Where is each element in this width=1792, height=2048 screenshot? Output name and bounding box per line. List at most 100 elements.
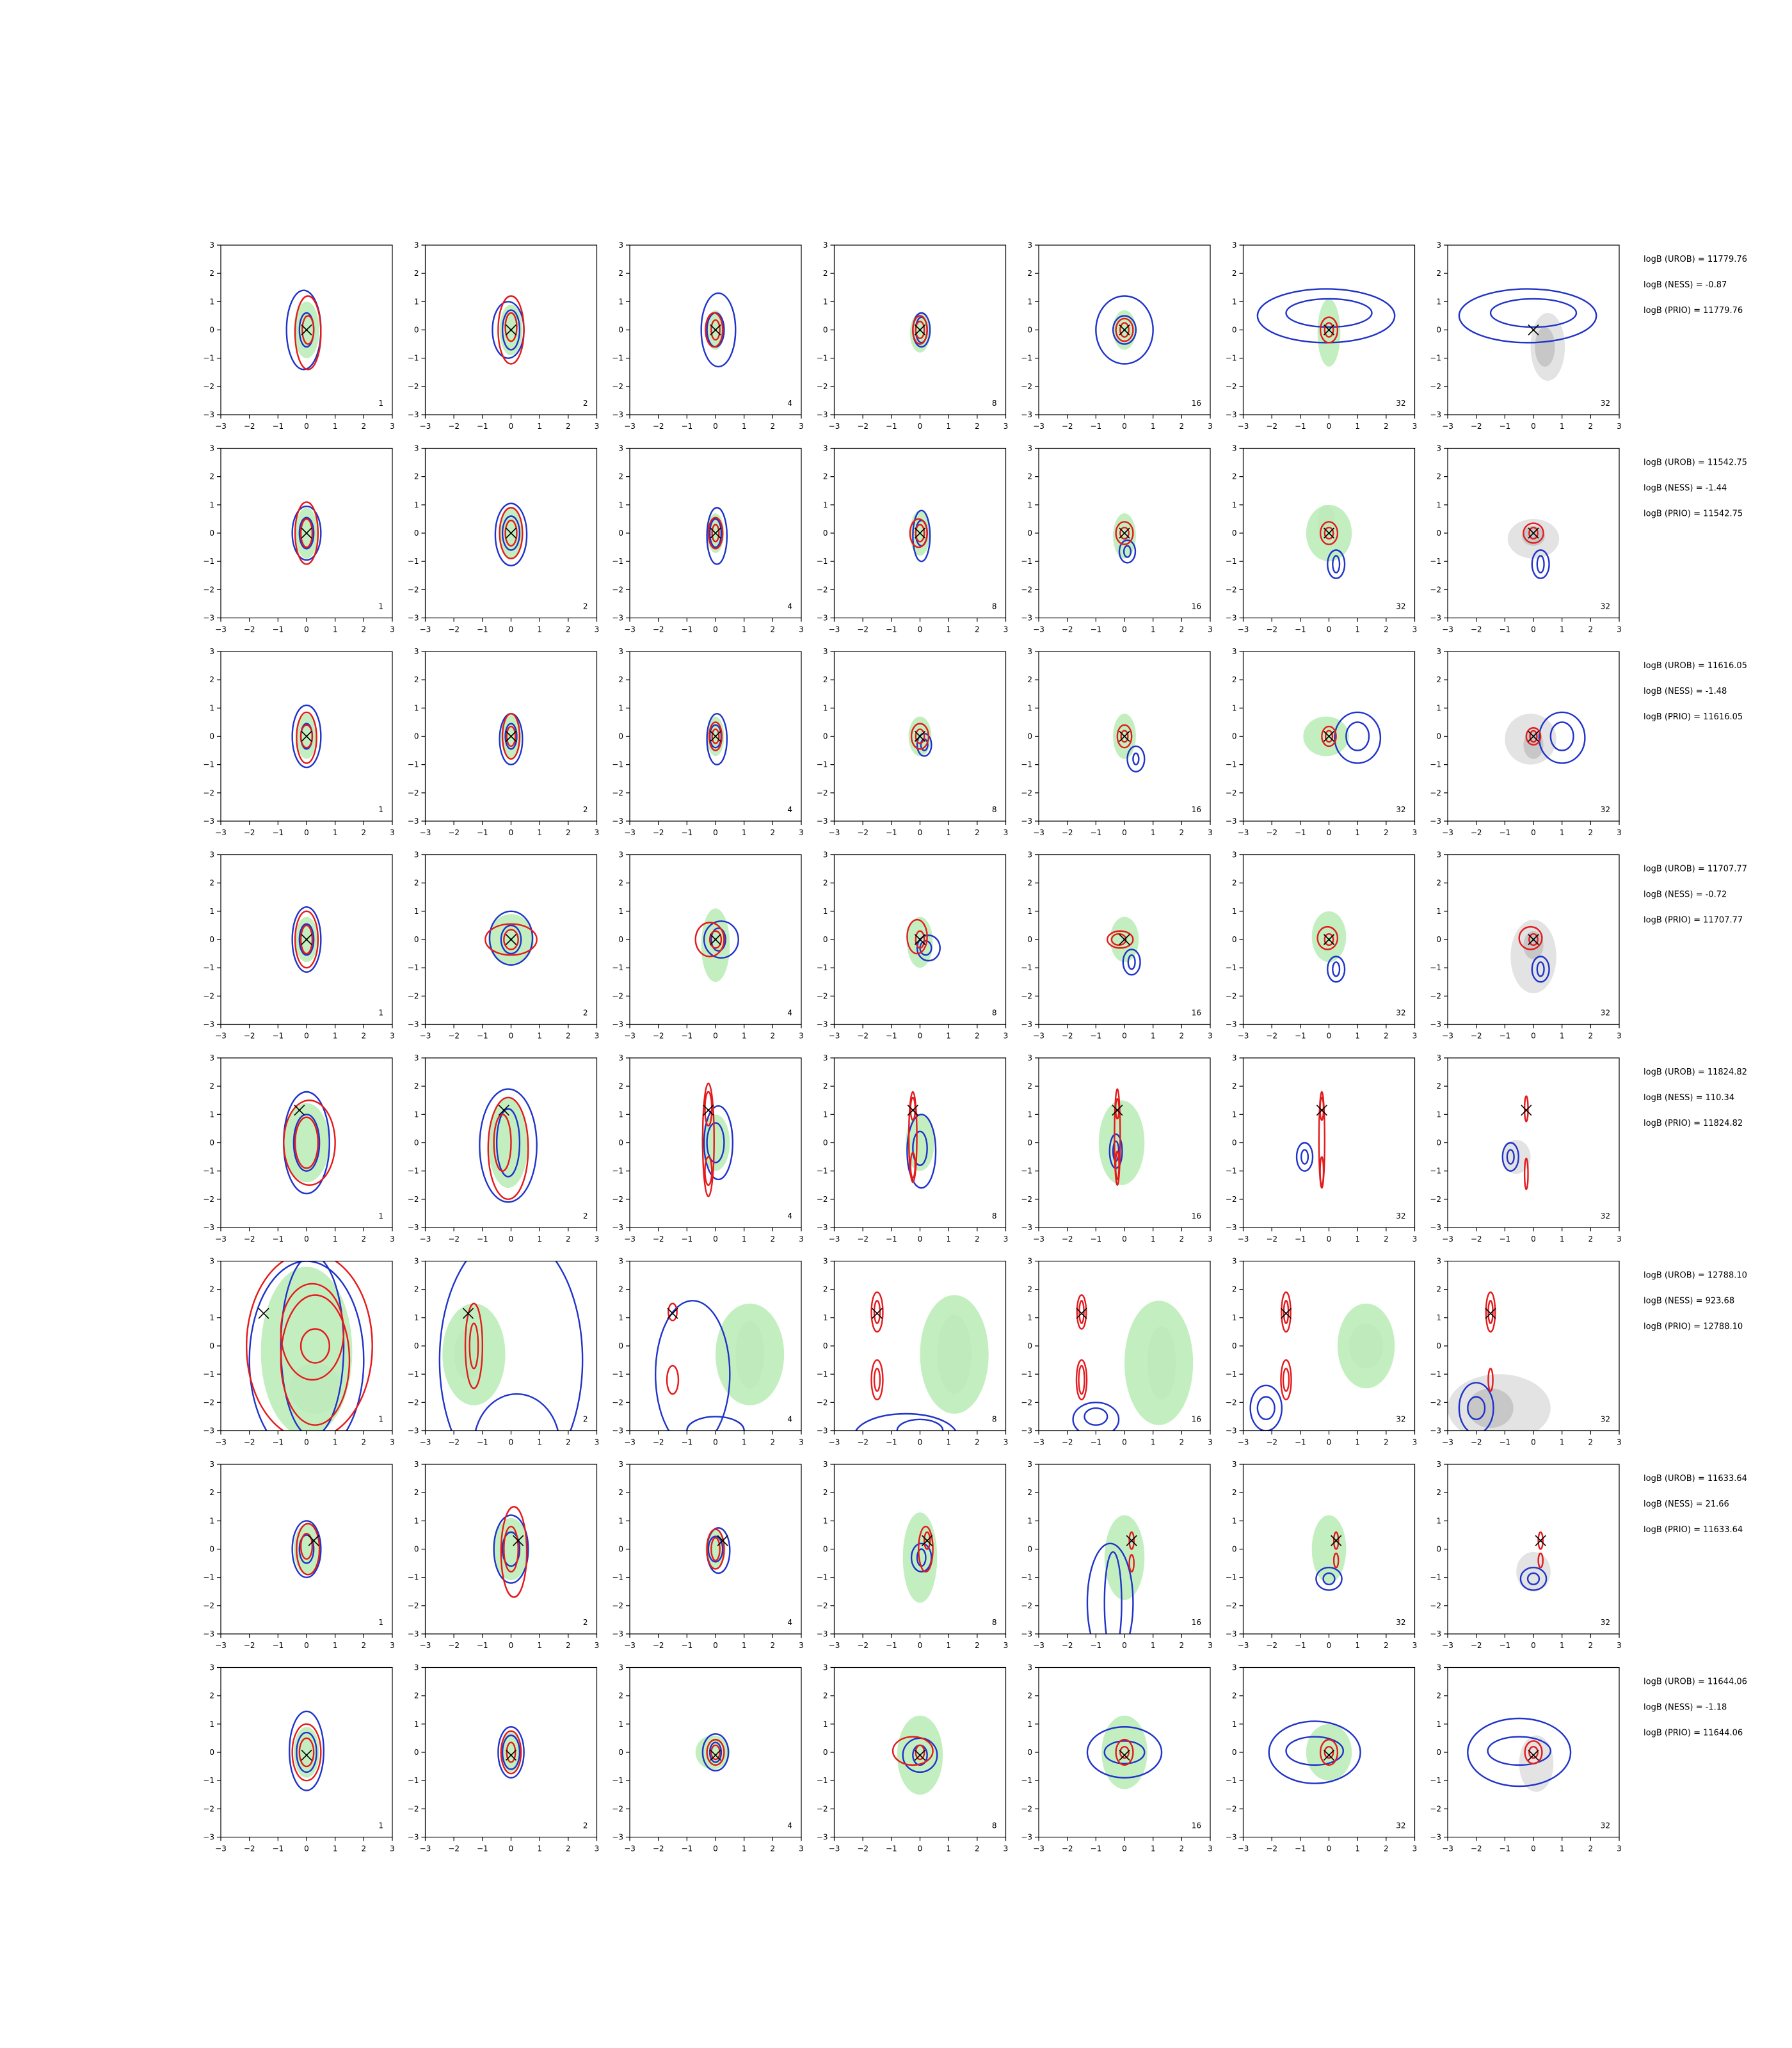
x-tick-label: −3 [624, 625, 636, 634]
x-tick-label: 3 [1004, 1844, 1009, 1853]
y-tick-label: 2 [1027, 1488, 1032, 1497]
x-tick-label: −3 [1033, 828, 1044, 837]
x-tick-label: 2 [1180, 1844, 1185, 1853]
y-tick-label: 0 [1436, 1545, 1441, 1554]
x-tick-label: −1 [1295, 1844, 1306, 1853]
y-tick-label: 2 [209, 879, 214, 888]
x-tick-label: 3 [1617, 1844, 1622, 1853]
x-tick-label: −3 [624, 1032, 636, 1041]
blue-contour [703, 920, 739, 959]
y-tick-label: 2 [209, 1285, 214, 1294]
blue-contour [1458, 1382, 1494, 1431]
x-tick-label: −2 [1062, 828, 1073, 837]
x-tick-label: 1 [1355, 625, 1360, 634]
y-tick-label: −2 [1021, 585, 1032, 594]
x-tick-label: −2 [1471, 625, 1482, 634]
blue-contour [1519, 1567, 1548, 1591]
x-tick-label: 2 [1588, 1032, 1594, 1041]
true-value-marker [717, 1535, 728, 1546]
x-tick-label: 1 [742, 1844, 747, 1853]
x-tick-label: −2 [448, 1235, 460, 1244]
x-tick-label: −3 [215, 1438, 227, 1447]
y-tick-label: 0 [209, 326, 214, 335]
y-tick-label: −1 [203, 1370, 214, 1379]
y-tick-label: −1 [817, 1573, 828, 1582]
budget-label: 32 [1396, 1212, 1405, 1220]
red-contour [873, 1300, 881, 1324]
x-tick-label: 0 [509, 422, 514, 431]
y-tick-label: −2 [1021, 1601, 1032, 1610]
green-density-level [500, 1732, 522, 1772]
y-tick-label: −3 [1021, 1427, 1032, 1436]
y-tick-label: 0 [618, 326, 623, 335]
x-tick-label: −1 [1090, 1438, 1101, 1447]
blue-contour [1112, 315, 1137, 345]
x-tick-label: −3 [829, 828, 840, 837]
blue-contour [493, 1514, 529, 1584]
y-tick-label: 0 [414, 1545, 419, 1554]
y-tick-label: 2 [1232, 269, 1237, 278]
x-tick-label: 0 [1531, 625, 1536, 634]
x-tick-label: 1 [333, 625, 338, 634]
y-tick-label: −2 [817, 1601, 828, 1610]
y-tick-label: 3 [1436, 647, 1441, 656]
true-value-marker [1280, 1308, 1292, 1319]
y-tick-label: 1 [414, 1110, 419, 1119]
panel-r6-c3: −3 −2 −1 0 1 2 3 3 2 1 0 −1 −2 −3 4 [612, 1257, 804, 1447]
y-tick-label: −1 [817, 1370, 828, 1379]
y-tick-label: 2 [1232, 1082, 1237, 1091]
x-tick-label: 1 [1151, 1235, 1156, 1244]
red-contour [918, 1525, 934, 1573]
y-tick-label: 1 [1027, 1720, 1032, 1729]
y-tick-label: 1 [414, 1516, 419, 1525]
x-tick-label: −3 [1238, 1641, 1249, 1650]
y-tick-label: −3 [1021, 1833, 1032, 1842]
x-tick-label: −3 [829, 1032, 840, 1041]
blue-contour [906, 1114, 937, 1189]
budget-label: 16 [1192, 602, 1201, 611]
y-tick-label: −3 [1226, 1020, 1237, 1029]
y-tick-label: 0 [618, 529, 623, 538]
y-tick-label: 1 [414, 1720, 419, 1729]
true-value-marker [710, 1749, 721, 1761]
x-tick-label: 0 [713, 1641, 718, 1650]
x-tick-label: −2 [653, 828, 664, 837]
y-tick-label: −3 [1226, 1833, 1237, 1842]
x-tick-label: 1 [742, 828, 747, 837]
panel-r4-c2: −3 −2 −1 0 1 2 3 3 2 1 0 −1 −2 −3 2 [408, 851, 600, 1041]
x-tick-label: −1 [1499, 1438, 1510, 1447]
red-contour [1324, 526, 1334, 540]
log-bayes-factor-label: logB (UROB) = 11633.64 [1644, 1474, 1747, 1484]
y-tick-label: −2 [1226, 1804, 1237, 1813]
y-tick-label: −3 [817, 410, 828, 419]
y-tick-label: −2 [1430, 1398, 1441, 1407]
y-tick-label: 2 [1027, 1082, 1032, 1091]
x-tick-label: 0 [304, 828, 309, 837]
panel-r5-c5: −3 −2 −1 0 1 2 3 3 2 1 0 −1 −2 −3 16 [1021, 1053, 1213, 1244]
x-tick-label: −2 [1266, 1844, 1277, 1853]
x-tick-label: 3 [1004, 422, 1009, 431]
y-tick-label: −3 [817, 1833, 828, 1842]
panel-r5-c1: −3 −2 −1 0 1 2 3 3 2 1 0 −1 −2 −3 1 [203, 1053, 395, 1244]
red-contour [1115, 1738, 1134, 1766]
y-tick-label: 1 [209, 500, 214, 509]
y-tick-label: 3 [414, 1053, 419, 1062]
red-contour [296, 1523, 321, 1576]
y-tick-label: −2 [1021, 1195, 1032, 1204]
log-bayes-factor-label: logB (UROB) = 11824.82 [1644, 1068, 1747, 1077]
x-tick-label: −2 [1266, 625, 1277, 634]
x-tick-label: 3 [390, 422, 395, 431]
x-tick-label: 2 [362, 1844, 367, 1853]
y-tick-label: 0 [1027, 935, 1032, 944]
x-tick-label: 2 [1384, 1235, 1389, 1244]
panel-r1-c5: −3 −2 −1 0 1 2 3 3 2 1 0 −1 −2 −3 16 [1021, 241, 1213, 431]
x-tick-label: 1 [1560, 1641, 1565, 1650]
x-tick-label: 1 [1355, 1844, 1360, 1853]
red-contour [506, 1741, 516, 1763]
true-value-marker [1119, 324, 1130, 336]
x-tick-label: −1 [1499, 625, 1510, 634]
x-tick-label: 0 [1327, 625, 1332, 634]
x-tick-label: −2 [244, 1844, 255, 1853]
x-tick-label: −3 [624, 1438, 636, 1447]
